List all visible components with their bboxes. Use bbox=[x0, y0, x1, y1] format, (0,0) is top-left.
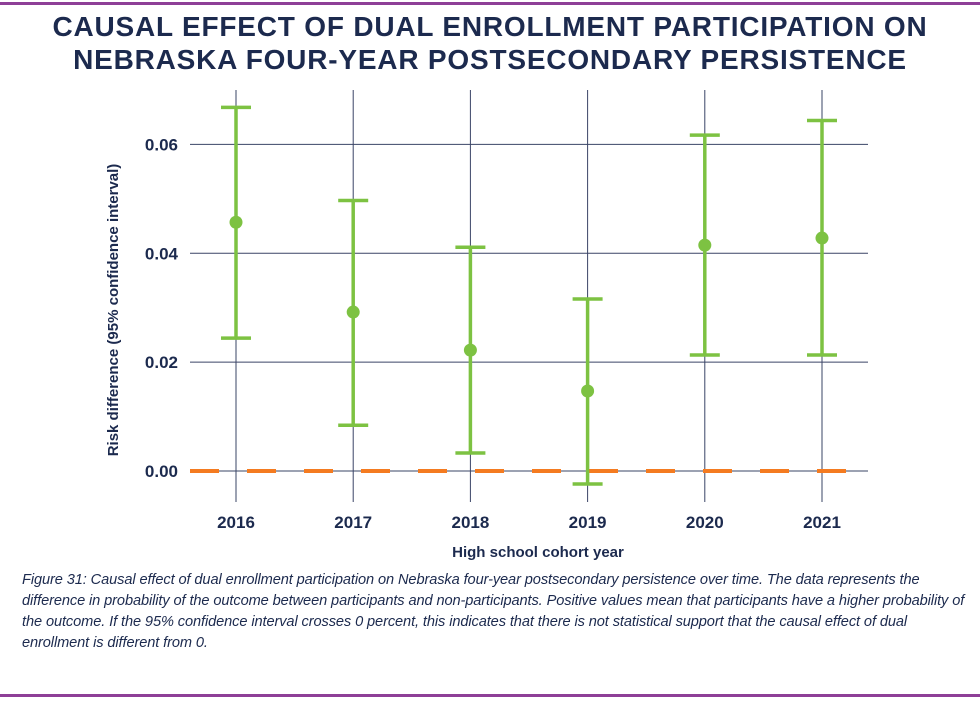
bottom-rule bbox=[0, 694, 980, 697]
title-line-1: CAUSAL EFFECT OF DUAL ENROLLMENT PARTICI… bbox=[52, 11, 928, 42]
point-2019 bbox=[581, 384, 595, 398]
x-tick-label: 2018 bbox=[451, 513, 489, 532]
point-2017 bbox=[346, 305, 360, 319]
data-marks bbox=[221, 105, 837, 486]
title-line-2: NEBRASKA FOUR-YEAR POSTSECONDARY PERSIST… bbox=[73, 44, 907, 75]
top-rule bbox=[0, 2, 980, 5]
point-2021 bbox=[815, 231, 829, 245]
chart: 0.00 0.02 0.04 0.06 2016 2017 2018 2019 2020 202… bbox=[105, 90, 868, 561]
y-tick-label: 0.00 bbox=[145, 462, 178, 481]
grid bbox=[190, 90, 868, 502]
x-axis: 2016 2017 2018 2019 2020 2021 bbox=[217, 513, 841, 532]
figure-caption: Figure 31: Causal effect of dual enrollm… bbox=[22, 572, 965, 651]
y-tick-label: 0.06 bbox=[145, 135, 178, 154]
point-2020 bbox=[698, 238, 712, 252]
y-axis: 0.00 0.02 0.04 0.06 bbox=[145, 135, 179, 481]
y-tick-label: 0.04 bbox=[145, 244, 179, 263]
y-axis-label: Risk difference (95% confidence interval… bbox=[105, 164, 122, 457]
x-tick-label: 2019 bbox=[569, 513, 607, 532]
point-2016 bbox=[229, 215, 243, 229]
x-tick-label: 2016 bbox=[217, 513, 255, 532]
x-tick-label: 2017 bbox=[334, 513, 372, 532]
x-tick-label: 2021 bbox=[803, 513, 841, 532]
x-tick-label: 2020 bbox=[686, 513, 724, 532]
point-2018 bbox=[463, 343, 477, 357]
y-tick-label: 0.02 bbox=[145, 353, 178, 372]
x-axis-label: High school cohort year bbox=[452, 544, 624, 561]
chart-title: CAUSAL EFFECT OF DUAL ENROLLMENT PARTICI… bbox=[0, 10, 980, 76]
